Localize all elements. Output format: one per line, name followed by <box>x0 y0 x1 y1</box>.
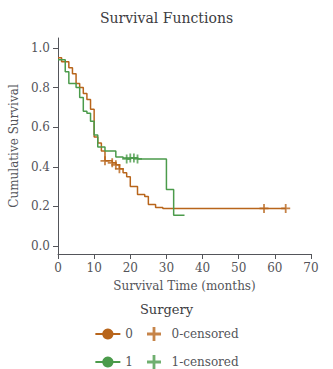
svg-text:0.8: 0.8 <box>31 81 50 95</box>
svg-text:0.4: 0.4 <box>31 160 50 174</box>
svg-text:Surgery: Surgery <box>140 302 194 317</box>
svg-text:1-censored: 1-censored <box>171 355 238 369</box>
svg-text:Survival Functions: Survival Functions <box>100 10 233 26</box>
svg-text:30: 30 <box>159 261 174 275</box>
svg-text:20: 20 <box>123 261 138 275</box>
svg-text:Cumulative Survival: Cumulative Survival <box>7 84 21 208</box>
svg-text:70: 70 <box>303 261 318 275</box>
svg-text:50: 50 <box>231 261 246 275</box>
svg-text:Survival Time (months): Survival Time (months) <box>113 279 255 293</box>
svg-text:0.2: 0.2 <box>31 199 50 213</box>
svg-text:10: 10 <box>87 261 102 275</box>
svg-text:0.6: 0.6 <box>31 120 50 134</box>
svg-text:1.0: 1.0 <box>31 41 50 55</box>
svg-text:0-censored: 0-censored <box>171 327 238 341</box>
svg-text:60: 60 <box>267 261 282 275</box>
svg-text:0.0: 0.0 <box>31 239 50 253</box>
svg-text:1: 1 <box>125 355 133 369</box>
svg-text:40: 40 <box>195 261 210 275</box>
svg-text:0: 0 <box>125 327 133 341</box>
svg-text:0: 0 <box>54 261 62 275</box>
